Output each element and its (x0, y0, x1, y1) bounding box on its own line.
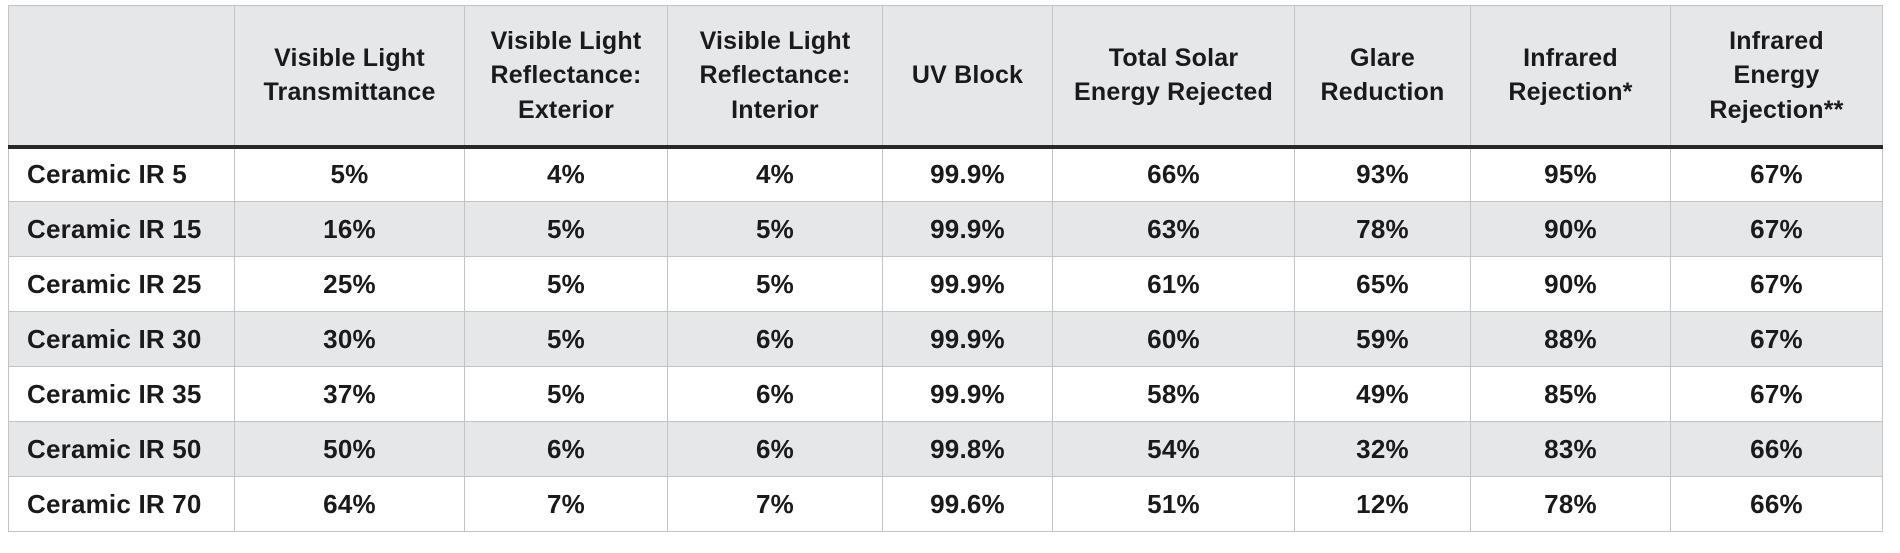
spec-cell: 51% (1052, 476, 1295, 532)
table-row-ceramic-ir-5: Ceramic IR 5 5% 4% 4% 99.9% 66% 93% 95% … (8, 146, 1883, 202)
spec-cell: 5% (667, 256, 883, 312)
header-row: Visible Light Transmittance Visible Ligh… (8, 5, 1883, 149)
spec-cell: 25% (234, 256, 465, 312)
table-row-ceramic-ir-50: Ceramic IR 50 50% 6% 6% 99.8% 54% 32% 83… (8, 421, 1883, 477)
table-body: Ceramic IR 5 5% 4% 4% 99.9% 66% 93% 95% … (8, 146, 1883, 532)
spec-cell: 32% (1294, 421, 1471, 477)
ceramic-ir-spec-table: Visible Light Transmittance Visible Ligh… (8, 5, 1883, 532)
spec-cell: 54% (1052, 421, 1295, 477)
spec-cell: 5% (667, 201, 883, 257)
spec-cell: 78% (1470, 476, 1671, 532)
spec-cell: 67% (1670, 311, 1883, 367)
spec-cell: 4% (464, 146, 668, 202)
spec-cell: 5% (464, 366, 668, 422)
row-label: Ceramic IR 35 (8, 366, 235, 422)
spec-cell: 64% (234, 476, 465, 532)
row-label: Ceramic IR 5 (8, 146, 235, 202)
spec-cell: 49% (1294, 366, 1471, 422)
spec-cell: 99.9% (882, 366, 1053, 422)
row-label: Ceramic IR 70 (8, 476, 235, 532)
column-header-visible-light-transmittance: Visible Light Transmittance (234, 5, 465, 149)
spec-cell: 5% (464, 311, 668, 367)
spec-cell: 99.9% (882, 201, 1053, 257)
spec-cell: 67% (1670, 146, 1883, 202)
spec-cell: 63% (1052, 201, 1295, 257)
spec-cell: 7% (464, 476, 668, 532)
spec-cell: 99.8% (882, 421, 1053, 477)
spec-cell: 90% (1470, 256, 1671, 312)
table-row-ceramic-ir-30: Ceramic IR 30 30% 5% 6% 99.9% 60% 59% 88… (8, 311, 1883, 367)
spec-cell: 85% (1470, 366, 1671, 422)
column-header-visible-light-reflectance-exterior: Visible Light Reflectance: Exterior (464, 5, 668, 149)
spec-cell: 67% (1670, 366, 1883, 422)
spec-cell: 99.9% (882, 311, 1053, 367)
spec-cell: 59% (1294, 311, 1471, 367)
spec-cell: 83% (1470, 421, 1671, 477)
column-header-glare-reduction: Glare Reduction (1294, 5, 1471, 149)
table-header: Visible Light Transmittance Visible Ligh… (8, 5, 1883, 149)
row-label: Ceramic IR 50 (8, 421, 235, 477)
spec-cell: 30% (234, 311, 465, 367)
row-label: Ceramic IR 25 (8, 256, 235, 312)
spec-cell: 88% (1470, 311, 1671, 367)
spec-cell: 99.6% (882, 476, 1053, 532)
spec-cell: 66% (1052, 146, 1295, 202)
spec-cell: 6% (667, 366, 883, 422)
spec-cell: 58% (1052, 366, 1295, 422)
row-label: Ceramic IR 30 (8, 311, 235, 367)
spec-cell: 78% (1294, 201, 1471, 257)
spec-table-wrapper: Visible Light Transmittance Visible Ligh… (8, 5, 1883, 532)
spec-cell: 60% (1052, 311, 1295, 367)
spec-cell: 7% (667, 476, 883, 532)
spec-cell: 12% (1294, 476, 1471, 532)
spec-cell: 66% (1670, 476, 1883, 532)
spec-cell: 5% (464, 201, 668, 257)
column-header-uv-block: UV Block (882, 5, 1053, 149)
spec-cell: 5% (464, 256, 668, 312)
row-label: Ceramic IR 15 (8, 201, 235, 257)
spec-cell: 67% (1670, 256, 1883, 312)
spec-cell: 65% (1294, 256, 1471, 312)
spec-cell: 95% (1470, 146, 1671, 202)
spec-cell: 61% (1052, 256, 1295, 312)
spec-cell: 5% (234, 146, 465, 202)
column-header-infrared-rejection: Infrared Rejection* (1470, 5, 1671, 149)
table-row-ceramic-ir-15: Ceramic IR 15 16% 5% 5% 99.9% 63% 78% 90… (8, 201, 1883, 257)
table-row-ceramic-ir-35: Ceramic IR 35 37% 5% 6% 99.9% 58% 49% 85… (8, 366, 1883, 422)
spec-cell: 90% (1470, 201, 1671, 257)
spec-cell: 93% (1294, 146, 1471, 202)
spec-cell: 37% (234, 366, 465, 422)
spec-cell: 67% (1670, 201, 1883, 257)
spec-cell: 6% (464, 421, 668, 477)
table-row-ceramic-ir-25: Ceramic IR 25 25% 5% 5% 99.9% 61% 65% 90… (8, 256, 1883, 312)
column-header-empty (8, 5, 235, 149)
spec-cell: 6% (667, 311, 883, 367)
spec-cell: 99.9% (882, 256, 1053, 312)
spec-cell: 50% (234, 421, 465, 477)
spec-cell: 16% (234, 201, 465, 257)
table-row-ceramic-ir-70: Ceramic IR 70 64% 7% 7% 99.6% 51% 12% 78… (8, 476, 1883, 532)
column-header-infrared-energy-rejection: Infrared Energy Rejection** (1670, 5, 1883, 149)
spec-cell: 99.9% (882, 146, 1053, 202)
column-header-total-solar-energy-rejected: Total Solar Energy Rejected (1052, 5, 1295, 149)
spec-cell: 6% (667, 421, 883, 477)
spec-cell: 66% (1670, 421, 1883, 477)
spec-cell: 4% (667, 146, 883, 202)
column-header-visible-light-reflectance-interior: Visible Light Reflectance: Interior (667, 5, 883, 149)
